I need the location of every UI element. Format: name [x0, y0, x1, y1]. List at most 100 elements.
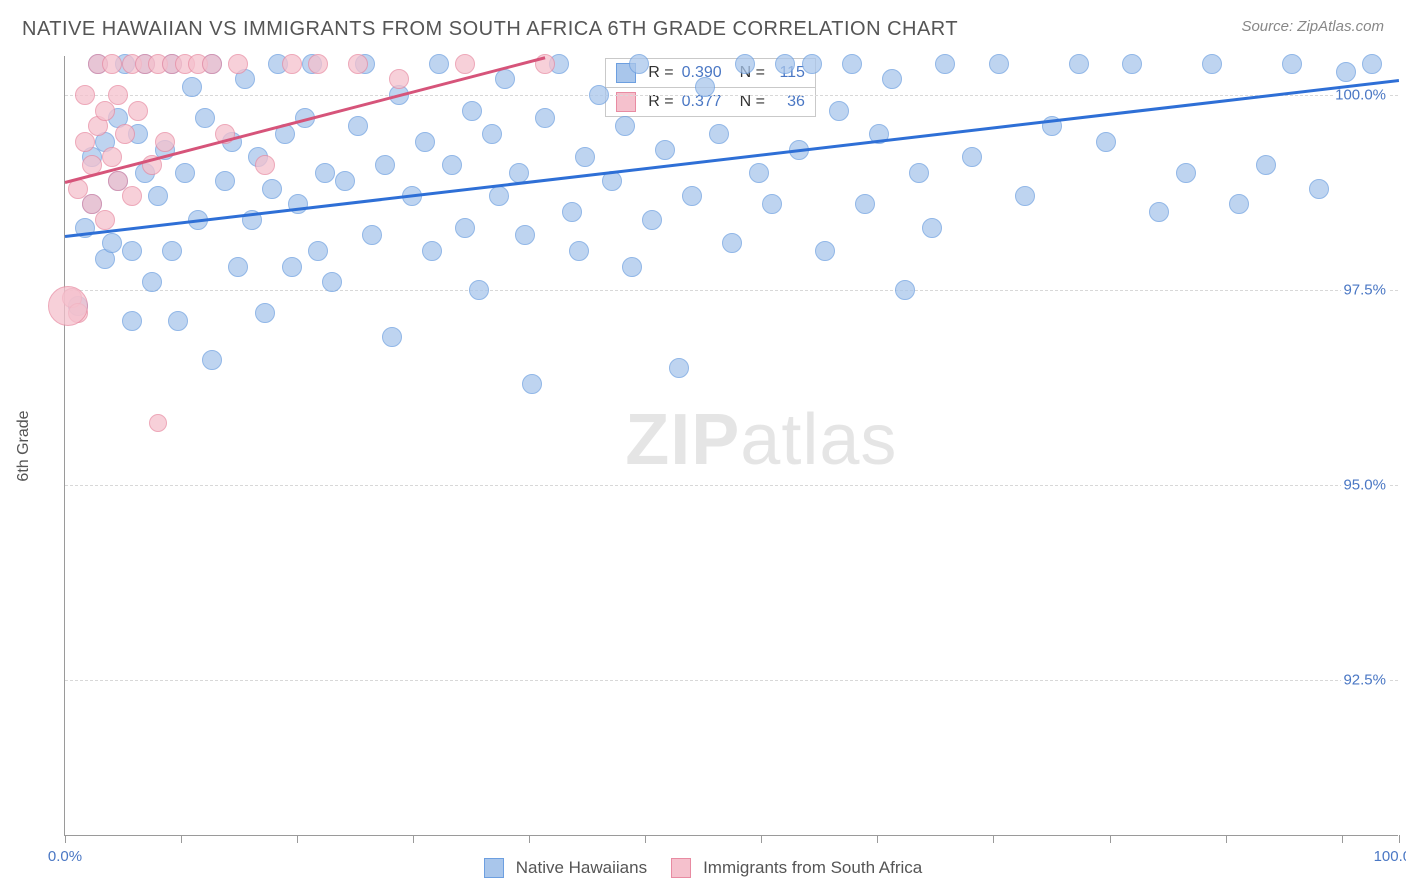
data-point [48, 286, 88, 326]
data-point [175, 163, 195, 183]
data-point [895, 280, 915, 300]
r-label: R = [648, 64, 673, 82]
data-point [629, 54, 649, 74]
data-point [462, 101, 482, 121]
data-point [622, 257, 642, 277]
data-point [562, 202, 582, 222]
data-point [375, 155, 395, 175]
data-point [842, 54, 862, 74]
gridline [65, 290, 1398, 291]
data-point [389, 69, 409, 89]
y-axis-label: 6th Grade [15, 410, 33, 481]
y-tick-label: 95.0% [1341, 477, 1388, 494]
data-point [682, 186, 702, 206]
data-point [989, 54, 1009, 74]
data-point [509, 163, 529, 183]
data-point [102, 54, 122, 74]
legend-item: Native Hawaiians [484, 858, 647, 878]
legend-label: Native Hawaiians [516, 858, 647, 878]
x-tick [761, 835, 762, 843]
x-tick [1399, 835, 1400, 843]
data-point [749, 163, 769, 183]
data-point [535, 108, 555, 128]
data-point [489, 186, 509, 206]
data-point [642, 210, 662, 230]
data-point [709, 124, 729, 144]
data-point [202, 350, 222, 370]
data-point [855, 194, 875, 214]
data-point [1282, 54, 1302, 74]
data-point [882, 69, 902, 89]
data-point [922, 218, 942, 238]
data-point [455, 54, 475, 74]
data-point [215, 171, 235, 191]
data-point [455, 218, 475, 238]
data-point [1336, 62, 1356, 82]
gridline [65, 485, 1398, 486]
data-point [95, 210, 115, 230]
data-point [1176, 163, 1196, 183]
data-point [415, 132, 435, 152]
data-point [829, 101, 849, 121]
data-point [228, 54, 248, 74]
data-point [168, 311, 188, 331]
gridline [65, 680, 1398, 681]
data-point [1069, 54, 1089, 74]
data-point [1122, 54, 1142, 74]
data-point [282, 257, 302, 277]
data-point [122, 186, 142, 206]
data-point [75, 132, 95, 152]
data-point [122, 311, 142, 331]
data-point [148, 186, 168, 206]
data-point [108, 85, 128, 105]
data-point [722, 233, 742, 253]
watermark-rest: atlas [740, 400, 897, 480]
data-point [282, 54, 302, 74]
data-point [308, 54, 328, 74]
data-point [195, 108, 215, 128]
data-point [522, 374, 542, 394]
data-point [142, 272, 162, 292]
data-point [308, 241, 328, 261]
scatter-plot: ZIPatlas R =0.390N =115R =0.377N =36 92.… [64, 56, 1398, 836]
data-point [575, 147, 595, 167]
data-point [262, 179, 282, 199]
data-point [335, 171, 355, 191]
data-point [429, 54, 449, 74]
legend-swatch [671, 858, 691, 878]
y-tick-label: 92.5% [1341, 672, 1388, 689]
x-tick [993, 835, 994, 843]
data-point [75, 85, 95, 105]
data-point [95, 101, 115, 121]
x-tick [645, 835, 646, 843]
data-point [422, 241, 442, 261]
data-point [1362, 54, 1382, 74]
y-tick-label: 100.0% [1333, 87, 1388, 104]
chart-header: NATIVE HAWAIIAN VS IMMIGRANTS FROM SOUTH… [0, 0, 1406, 49]
data-point [115, 124, 135, 144]
data-point [762, 194, 782, 214]
legend-item: Immigrants from South Africa [671, 858, 922, 878]
data-point [695, 77, 715, 97]
chart-title: NATIVE HAWAIIAN VS IMMIGRANTS FROM SOUTH… [22, 18, 958, 41]
legend-swatch [484, 858, 504, 878]
data-point [322, 272, 342, 292]
data-point [1149, 202, 1169, 222]
data-point [255, 303, 275, 323]
watermark-bold: ZIP [625, 400, 740, 480]
y-tick-label: 97.5% [1341, 282, 1388, 299]
chart-legend: Native Hawaiians Immigrants from South Af… [0, 858, 1406, 878]
data-point [1096, 132, 1116, 152]
data-point [569, 241, 589, 261]
plot-area: 6th Grade ZIPatlas R =0.390N =115R =0.37… [40, 56, 1398, 836]
data-point [348, 54, 368, 74]
data-point [589, 85, 609, 105]
data-point [1309, 179, 1329, 199]
data-point [815, 241, 835, 261]
x-tick [1110, 835, 1111, 843]
chart-source: Source: ZipAtlas.com [1241, 18, 1384, 35]
data-point [128, 101, 148, 121]
data-point [1229, 194, 1249, 214]
x-tick [1226, 835, 1227, 843]
data-point [655, 140, 675, 160]
